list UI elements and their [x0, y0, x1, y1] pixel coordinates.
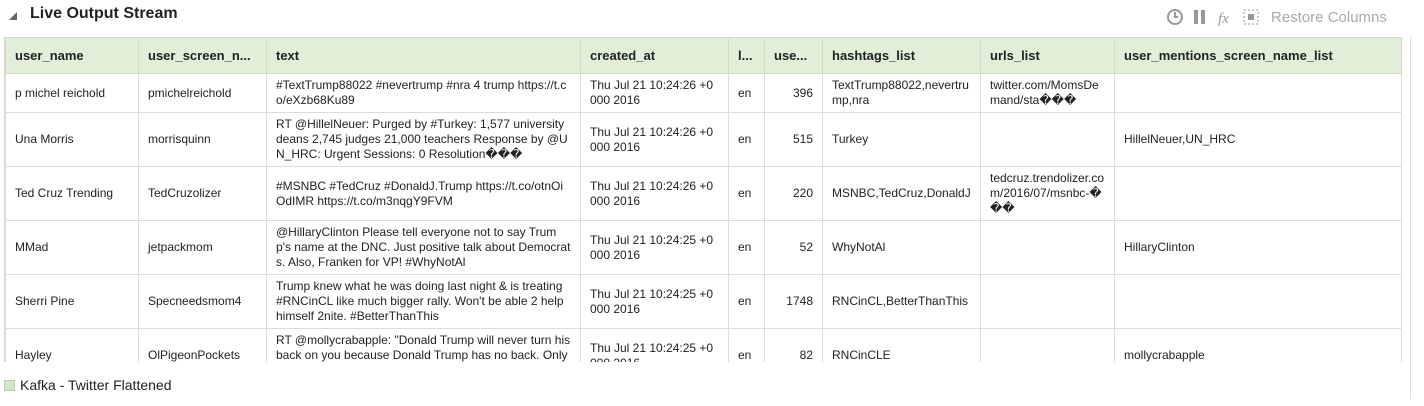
table-cell: Thu Jul 21 10:24:25 +0000 2016: [580, 220, 729, 275]
table-cell: HillelNeuer,UN_HRC: [1114, 112, 1402, 167]
table-cell: RT @HillelNeuer: Purged by #Turkey: 1,57…: [266, 112, 581, 167]
panel-title: Live Output Stream: [30, 5, 178, 22]
table-cell: MSNBC,TedCruz,DonaldJ: [822, 166, 981, 221]
table-cell: Ted Cruz Trending: [5, 166, 139, 221]
table-cell: RT @mollycrabapple: "Donald Trump will n…: [266, 328, 581, 362]
select-icon[interactable]: [1243, 9, 1259, 25]
table-cell: Thu Jul 21 10:24:25 +0000 2016: [580, 274, 729, 329]
table-cell: Thu Jul 21 10:24:26 +0000 2016: [580, 166, 729, 221]
restore-columns[interactable]: Restore Columns: [1271, 9, 1387, 26]
table-row: Sherri Pine Specneedsmom4 Trump knew what …: [5, 274, 1402, 329]
table-cell: MMad: [5, 220, 139, 275]
table-cell: en: [728, 73, 765, 113]
column-header[interactable]: user_screen_n...: [138, 37, 267, 74]
data-table: user_name user_screen_n... text created_at l…: [5, 37, 1402, 362]
table-cell: en: [728, 220, 765, 275]
column-header[interactable]: hashtags_list: [822, 37, 981, 74]
fx-icon[interactable]: fx: [1218, 11, 1229, 27]
table-cell: [1114, 274, 1402, 329]
table-row: p michel reichold pmichelreichold #TextTru…: [5, 73, 1402, 113]
table-cell: 515: [764, 112, 823, 167]
table-cell: 220: [764, 166, 823, 221]
table-cell: morrisquinn: [138, 112, 267, 167]
table-cell: Hayley: [5, 328, 139, 362]
legend-swatch: [4, 380, 15, 391]
table-cell: Una Morris: [5, 112, 139, 167]
table-row: Ted Cruz Trending TedCruzolizer #MSNBC #Te…: [5, 166, 1402, 221]
toolbar-icons: fx: [1167, 9, 1259, 27]
table-cell: TextTrump88022,nevertrump,nra: [822, 73, 981, 113]
column-header[interactable]: user_mentions_screen_name_list: [1114, 37, 1402, 74]
table-cell: #TextTrump88022 #nevertrump #nra 4 trump…: [266, 73, 581, 113]
table-row: Una Morris morrisquinn RT @HillelNeuer: Pu…: [5, 112, 1402, 167]
table-cell: 52: [764, 220, 823, 275]
table-cell: RNCinCL,BetterThanThis: [822, 274, 981, 329]
table-cell: jetpackmom: [138, 220, 267, 275]
table-cell: OlPigeonPockets: [138, 328, 267, 362]
clock-icon[interactable]: [1167, 9, 1183, 25]
table-cell: #MSNBC #TedCruz #DonaldJ.Trump https://t…: [266, 166, 581, 221]
table-cell: TedCruzolizer: [138, 166, 267, 221]
table-cell: tedcruz.trendolizer.com/2016/07/msnbc-��…: [980, 166, 1115, 221]
column-header[interactable]: use...: [764, 37, 823, 74]
table-cell: p michel reichold: [5, 73, 139, 113]
column-header[interactable]: user_name: [5, 37, 139, 74]
table-cell: [980, 328, 1115, 362]
table-cell: RNCinCLE: [822, 328, 981, 362]
pause-icon[interactable]: [1194, 10, 1205, 24]
scrollbar-track: [1410, 37, 1411, 399]
table-cell: en: [728, 166, 765, 221]
table-cell: pmichelreichold: [138, 73, 267, 113]
table-row: MMad jetpackmom @HillaryClinton Please tel…: [5, 220, 1402, 275]
table-cell: en: [728, 274, 765, 329]
table-cell: mollycrabapple: [1114, 328, 1402, 362]
table-cell: @HillaryClinton Please tell everyone not…: [266, 220, 581, 275]
table-cell: en: [728, 112, 765, 167]
table-cell: WhyNotAl: [822, 220, 981, 275]
table-row: Hayley OlPigeonPockets RT @mollycrabapple:…: [5, 328, 1402, 362]
table-cell: Thu Jul 21 10:24:26 +0000 2016: [580, 112, 729, 167]
table-cell: HillaryClinton: [1114, 220, 1402, 275]
column-header[interactable]: urls_list: [980, 37, 1115, 74]
table-cell: [980, 274, 1115, 329]
column-header[interactable]: created_at: [580, 37, 729, 74]
table-body: p michel reichold pmichelreichold #TextTru…: [5, 73, 1402, 362]
table-cell: Turkey: [822, 112, 981, 167]
table-cell: [1114, 73, 1402, 113]
table-cell: 1748: [764, 274, 823, 329]
table-cell: Thu Jul 21 10:24:25 +0000 2016: [580, 328, 729, 362]
header-row: user_name user_screen_n... text created_at l…: [5, 37, 1402, 74]
table-cell: [980, 112, 1115, 167]
table-cell: twitter.com/MomsDemand/sta���: [980, 73, 1115, 113]
column-header[interactable]: l...: [728, 37, 765, 74]
table-cell: Thu Jul 21 10:24:26 +0000 2016: [580, 73, 729, 113]
table-cell: Trump knew what he was doing last night …: [266, 274, 581, 329]
table-container: user_name user_screen_n... text created_at l…: [4, 37, 1402, 362]
table-cell: en: [728, 328, 765, 362]
table-cell: [980, 220, 1115, 275]
table-cell: Sherri Pine: [5, 274, 139, 329]
column-header[interactable]: text: [266, 37, 581, 74]
table-cell: 82: [764, 328, 823, 362]
collapse-icon[interactable]: [4, 2, 24, 32]
table-cell: Specneedsmom4: [138, 274, 267, 329]
table-cell: [1114, 166, 1402, 221]
footer-label: Kafka - Twitter Flattened: [20, 377, 172, 393]
table-cell: 396: [764, 73, 823, 113]
